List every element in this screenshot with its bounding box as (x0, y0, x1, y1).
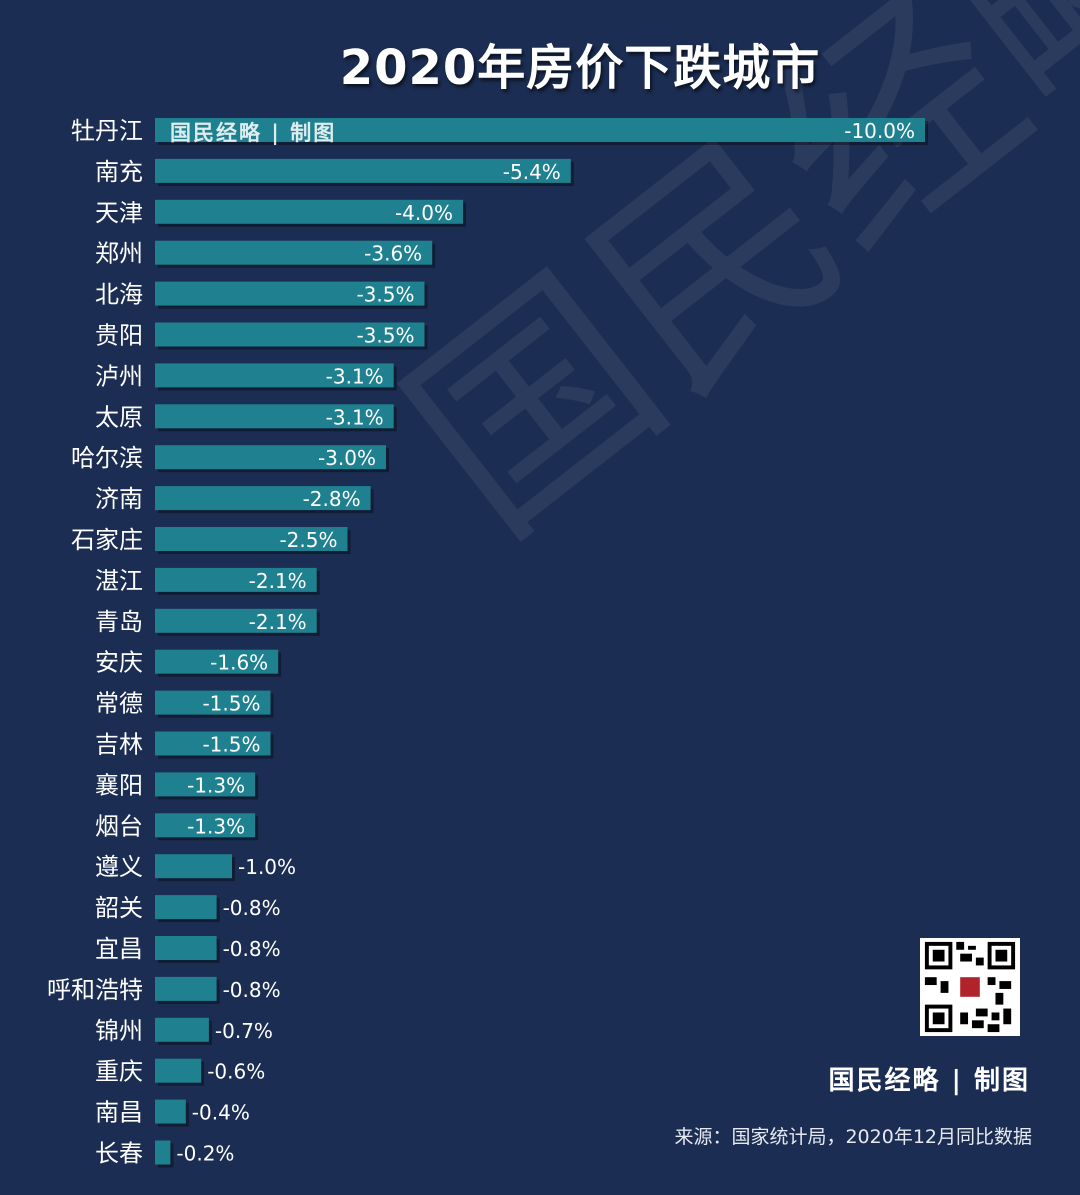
bar (155, 240, 433, 265)
category-label: 石家庄 (71, 526, 143, 554)
category-label: 贵阳 (95, 322, 143, 350)
bar (155, 281, 425, 306)
bar (155, 363, 394, 388)
value-label: -10.0% (844, 119, 915, 143)
category-label: 哈尔滨 (71, 444, 143, 472)
category-label: 青岛 (95, 608, 143, 636)
bar (155, 486, 371, 511)
bar (155, 1017, 209, 1042)
value-label: -5.4% (503, 160, 561, 184)
value-label: -3.5% (356, 283, 414, 307)
source-note: 来源：国家统计局，2020年12月同比数据 (674, 1126, 1032, 1148)
bar (155, 731, 271, 756)
category-label: 湛江 (95, 567, 143, 595)
category-label: 襄阳 (95, 771, 143, 799)
value-label: -2.1% (249, 569, 307, 593)
value-label: -3.5% (356, 324, 414, 348)
category-label: 安庆 (95, 649, 143, 677)
category-label: 烟台 (95, 812, 143, 840)
value-label: -3.1% (326, 364, 384, 388)
value-label: -1.0% (238, 855, 296, 879)
bar (155, 445, 386, 470)
value-label: -3.0% (318, 446, 376, 470)
value-label: -0.6% (207, 1060, 265, 1084)
bar (155, 690, 271, 715)
value-label: -3.6% (364, 242, 422, 266)
value-label: -1.3% (187, 773, 245, 797)
category-label: 天津 (95, 199, 143, 227)
category-label: 常德 (95, 690, 143, 718)
category-label: 长春 (95, 1140, 143, 1168)
bar (155, 1099, 186, 1124)
bar (155, 1140, 171, 1165)
bar (155, 976, 217, 1001)
bar (155, 158, 571, 183)
bar (155, 404, 394, 429)
value-label: -2.8% (303, 487, 361, 511)
value-label: -1.3% (187, 814, 245, 838)
value-label: -1.6% (210, 651, 268, 675)
category-label: 韶关 (95, 894, 143, 922)
value-label: -2.5% (279, 528, 337, 552)
bar (155, 936, 217, 960)
category-label: 重庆 (95, 1058, 143, 1086)
value-label: -0.8% (223, 896, 281, 920)
bar (155, 813, 256, 838)
bar (155, 895, 217, 920)
bar (155, 772, 256, 797)
bar (155, 567, 317, 592)
bar (155, 649, 279, 674)
category-label: 泸州 (95, 362, 143, 390)
category-label: 南充 (95, 158, 143, 186)
page-title: 2020年房价下跌城市 (339, 40, 821, 96)
bar (155, 854, 232, 879)
value-label: -2.1% (249, 610, 307, 634)
value-label: -0.4% (192, 1101, 250, 1125)
category-label: 牡丹江 (71, 117, 143, 145)
value-label: -0.7% (215, 1019, 273, 1043)
qr-code-icon (920, 938, 1020, 1036)
bar (155, 322, 425, 347)
value-label: -1.5% (202, 733, 260, 757)
value-label: -0.8% (223, 937, 281, 961)
bar (155, 1058, 202, 1083)
brand-tag: 国民经略 | 制图 (170, 120, 337, 145)
value-label: -4.0% (395, 201, 453, 225)
category-label: 北海 (95, 281, 143, 309)
value-label: -1.5% (202, 692, 260, 716)
value-label: -3.1% (326, 405, 384, 429)
category-label: 锦州 (95, 1017, 143, 1045)
value-label: -0.8% (223, 978, 281, 1002)
value-label: -0.2% (176, 1142, 234, 1166)
brand-footer: 国民经略 | 制图 (828, 1066, 1030, 1096)
bar (155, 608, 317, 633)
category-label: 吉林 (95, 731, 143, 759)
category-label: 宜昌 (95, 935, 143, 963)
bar (155, 118, 925, 142)
bar (155, 527, 348, 551)
category-label: 呼和浩特 (47, 976, 143, 1004)
category-label: 郑州 (95, 240, 143, 268)
category-label: 太原 (95, 403, 143, 431)
category-label: 南昌 (95, 1099, 143, 1127)
category-label: 济南 (95, 485, 143, 513)
bar (155, 199, 463, 224)
category-label: 遵义 (95, 853, 143, 881)
